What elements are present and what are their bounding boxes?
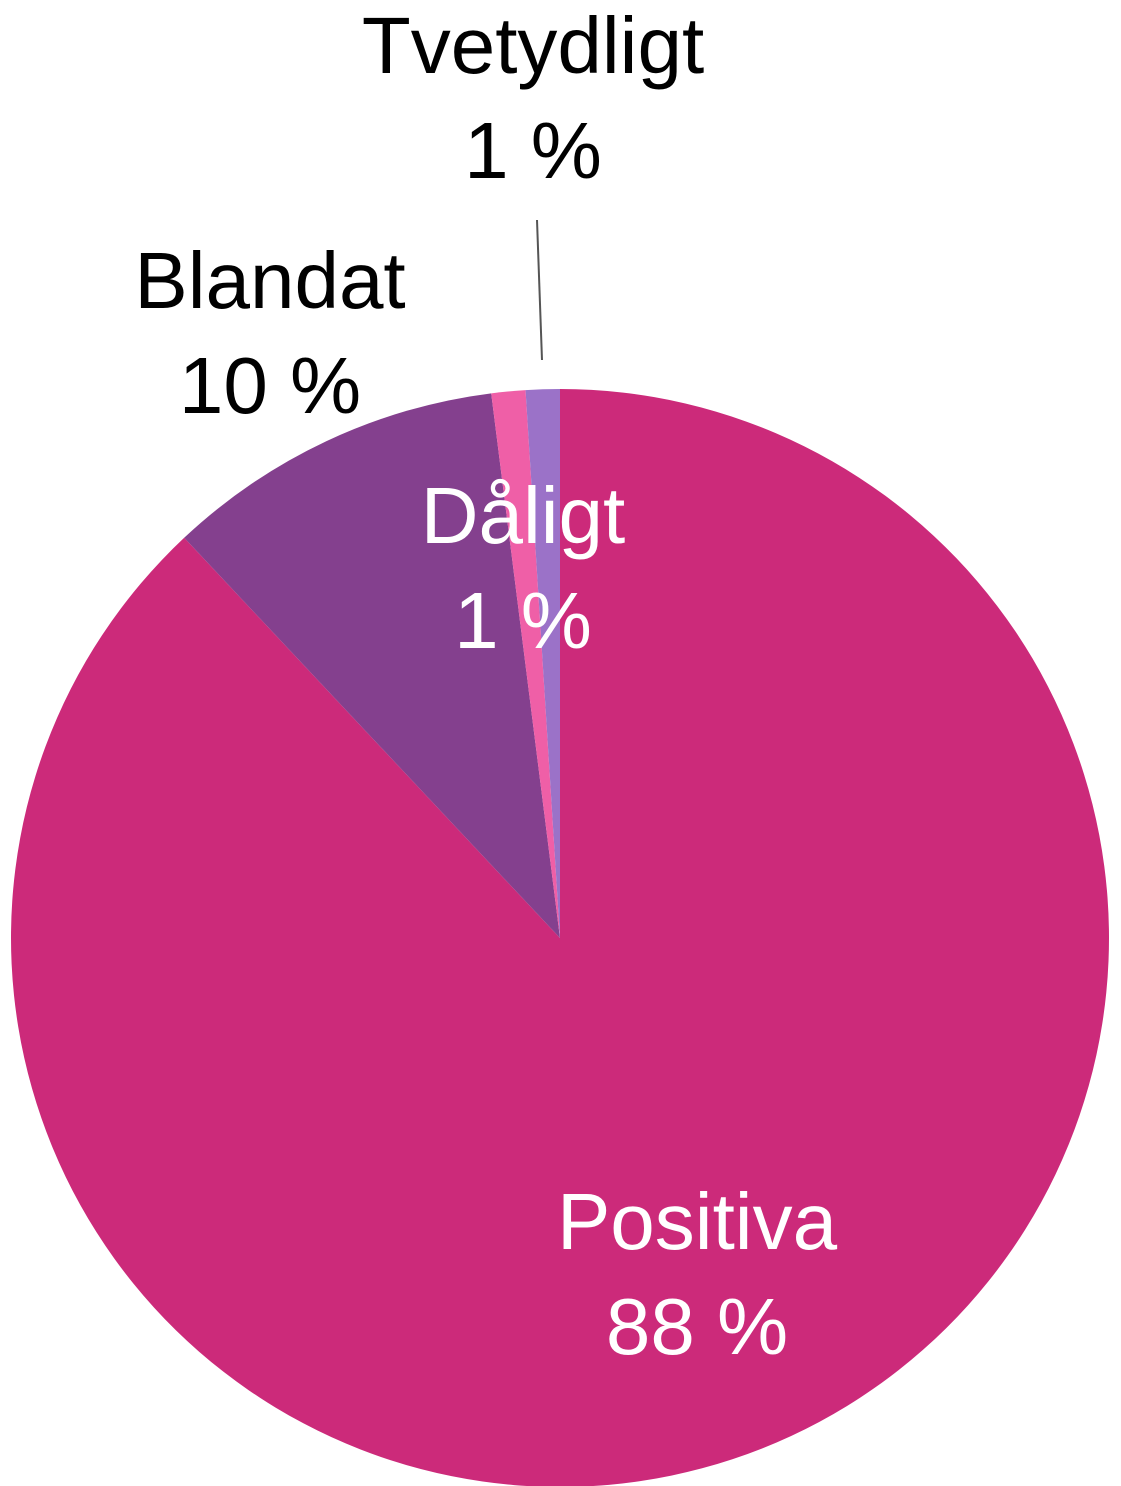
pie-slice	[525, 389, 560, 938]
slices	[11, 389, 1109, 1486]
slice-value-label: 88 %	[606, 1282, 788, 1371]
pie-slice	[184, 393, 560, 938]
slice-value-label: 1 %	[464, 106, 602, 195]
pie-slice	[11, 389, 1109, 1486]
leader-line	[536, 219, 543, 361]
labels: Positiva 88 % Blandat 10 % Dåligt 1 % Tvetydli…	[134, 1, 837, 1371]
pie-slice	[491, 390, 560, 938]
slice-label: Positiva	[557, 1177, 838, 1266]
slice-value-label: 1 %	[454, 576, 592, 665]
slice-label: Dåligt	[421, 471, 626, 560]
slice-value-label: 10 %	[179, 341, 361, 430]
slice-label: Blandat	[134, 236, 405, 325]
slice-label: Tvetydligt	[362, 1, 704, 90]
